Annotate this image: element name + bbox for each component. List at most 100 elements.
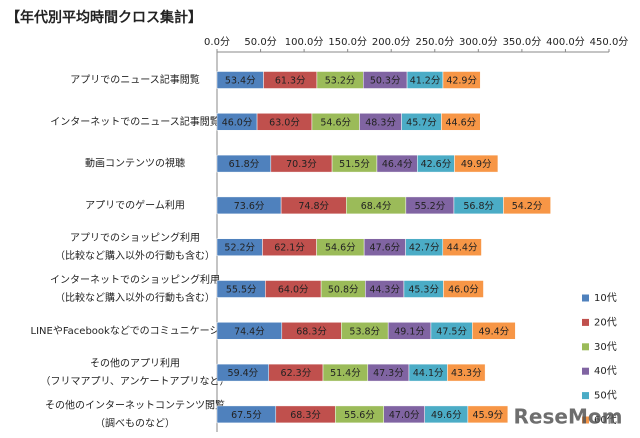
- value-label: 68.3分: [296, 326, 327, 337]
- value-label: 42.6分: [421, 159, 452, 170]
- bar-segment: [442, 71, 481, 89]
- value-label: 67.5分: [231, 410, 262, 421]
- chart-title: 【年代別平均時間クロス集計】: [6, 9, 202, 26]
- value-label: 45.3分: [408, 285, 439, 296]
- x-tick-label: 300.0分: [459, 36, 498, 48]
- y-tick-label: アプリでのゲーム利用: [85, 199, 185, 211]
- value-label: 49.1分: [394, 326, 425, 337]
- legend-label: 30代: [594, 341, 617, 353]
- value-label: 51.4分: [330, 368, 361, 379]
- x-tick-label: 400.0分: [546, 36, 585, 48]
- value-label: 52.2分: [224, 243, 255, 254]
- value-label: 68.3分: [290, 410, 321, 421]
- y-tick-label: （フリマアプリ、アンケートアプリなど）: [41, 376, 230, 388]
- value-label: 46.0分: [448, 285, 479, 296]
- value-label: 47.6分: [370, 243, 401, 254]
- y-tick-label: インターネットでのショッピング利用: [50, 273, 220, 286]
- y-tick-label: （比較など購入以外の行動も含む）: [55, 291, 215, 304]
- value-label: 62.1分: [274, 243, 305, 254]
- y-tick-label: LINEやFacebookなどでのコミュニケーション: [31, 325, 240, 337]
- y-tick-label: （調べものなど）: [95, 416, 175, 429]
- value-label: 47.5分: [436, 326, 467, 337]
- value-label: 50.8分: [328, 285, 359, 296]
- value-label: 55.2分: [415, 201, 446, 212]
- value-label: 47.0分: [389, 410, 420, 421]
- value-label: 61.8分: [229, 159, 260, 170]
- value-label: 42.9分: [446, 76, 477, 87]
- value-label: 49.6分: [431, 410, 462, 421]
- value-label: 44.3分: [369, 285, 400, 296]
- y-tick-label: アプリでのショッピング利用: [70, 231, 200, 244]
- value-label: 53.4分: [225, 76, 256, 87]
- legend-swatch: [582, 416, 589, 424]
- y-tick-label: その他のアプリ利用: [90, 357, 180, 370]
- bar-segment: [467, 405, 509, 424]
- value-label: 61.3分: [275, 76, 306, 87]
- x-tick-label: 150.0分: [328, 36, 367, 48]
- bar-segment: [454, 154, 499, 173]
- bar-segment: [472, 322, 516, 340]
- value-label: 50.3分: [370, 76, 401, 87]
- legend-label: 60代: [594, 414, 617, 426]
- value-label: 70.3分: [286, 159, 317, 170]
- y-tick-label: 動画コンテンツの視聴: [85, 157, 185, 170]
- legend-label: 10代: [594, 292, 617, 304]
- value-label: 45.9分: [473, 410, 504, 421]
- x-tick-label: 350.0分: [503, 36, 542, 48]
- legend-swatch: [582, 294, 589, 302]
- value-label: 59.4分: [228, 368, 259, 379]
- x-tick-label: 200.0分: [372, 36, 411, 48]
- value-label: 53.2分: [325, 76, 356, 87]
- y-tick-label: （比較など購入以外の行動も含む）: [55, 249, 215, 262]
- y-tick-label: その他のインターネットコンテンツ閲覧: [45, 398, 225, 411]
- value-label: 47.3分: [373, 368, 404, 379]
- value-label: 44.4分: [447, 243, 478, 254]
- value-label: 74.4分: [234, 326, 265, 337]
- legend-label: 40代: [594, 365, 617, 377]
- value-label: 54.6分: [325, 243, 356, 254]
- legend-swatch: [582, 318, 589, 326]
- y-tick-label: インターネットでのニュース記事閲覧: [50, 115, 220, 128]
- legend-swatch: [582, 343, 589, 351]
- value-label: 49.4分: [479, 326, 510, 337]
- value-label: 42.7分: [409, 243, 440, 254]
- x-tick-label: 50.0分: [244, 36, 276, 48]
- legend-label: 20代: [594, 316, 617, 328]
- y-tick-label: アプリでのニュース記事閲覧: [70, 73, 200, 86]
- value-label: 64.0分: [278, 285, 309, 296]
- value-label: 55.6分: [344, 410, 375, 421]
- value-label: 44.1分: [413, 368, 444, 379]
- bar-segment: [447, 363, 486, 382]
- value-label: 44.6分: [445, 117, 476, 128]
- value-label: 54.6分: [320, 117, 351, 128]
- bar-segment: [441, 113, 481, 131]
- watermark: ReseMom: [514, 405, 623, 429]
- value-label: 43.3分: [451, 368, 482, 379]
- value-label: 46.4分: [382, 159, 413, 170]
- bar-segment: [443, 280, 484, 298]
- value-label: 74.8分: [298, 201, 329, 212]
- value-label: 51.5分: [339, 159, 370, 170]
- value-label: 48.3分: [365, 117, 396, 128]
- value-label: 63.0分: [269, 117, 300, 128]
- value-label: 62.3分: [281, 368, 312, 379]
- x-tick-label: 100.0分: [285, 36, 324, 48]
- legend-swatch: [582, 392, 589, 400]
- value-label: 68.4分: [361, 201, 392, 212]
- value-label: 45.7分: [406, 117, 437, 128]
- value-label: 46.0分: [222, 117, 253, 128]
- value-label: 41.2分: [410, 76, 441, 87]
- x-tick-label: 450.0分: [590, 36, 629, 48]
- legend-label: 50代: [594, 390, 617, 402]
- x-tick-label: 0.0分: [204, 36, 230, 48]
- value-label: 73.6分: [234, 201, 265, 212]
- value-label: 55.5分: [226, 285, 257, 296]
- legend-swatch: [582, 367, 589, 375]
- value-label: 53.8分: [349, 326, 380, 337]
- bar-segment: [503, 196, 551, 215]
- x-tick-label: 250.0分: [415, 36, 454, 48]
- value-label: 56.8分: [463, 201, 494, 212]
- value-label: 54.2分: [512, 201, 543, 212]
- bar-segment: [442, 238, 482, 256]
